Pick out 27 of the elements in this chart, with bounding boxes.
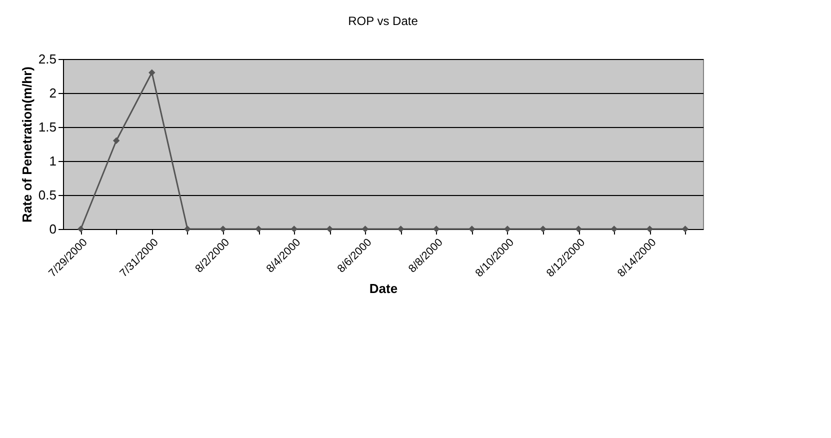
point — [220, 226, 226, 232]
y-axis-title: Rate of Penetration(m/hr) — [19, 66, 34, 223]
point — [646, 226, 654, 232]
y-tick-label: 1 — [49, 154, 56, 168]
y-tick-label: 1.5 — [38, 120, 56, 134]
point — [397, 226, 404, 232]
point — [432, 226, 440, 232]
point — [326, 226, 334, 232]
point — [504, 226, 511, 232]
point — [540, 226, 546, 232]
point — [184, 226, 191, 232]
y-tick-label: 2 — [49, 86, 56, 100]
point — [148, 69, 156, 76]
point — [290, 226, 298, 232]
point — [255, 226, 262, 232]
point — [575, 226, 582, 232]
point — [610, 226, 618, 232]
y-tick-label: 0 — [49, 222, 56, 236]
point — [682, 226, 689, 232]
point — [112, 137, 120, 144]
chart-title: ROP vs Date — [348, 14, 418, 28]
y-tick-label: 0.5 — [38, 188, 56, 202]
y-tick-label: 2.5 — [38, 52, 56, 66]
point — [362, 226, 369, 232]
x-axis-title: Date — [369, 280, 398, 296]
point — [77, 226, 84, 232]
point — [468, 226, 476, 232]
